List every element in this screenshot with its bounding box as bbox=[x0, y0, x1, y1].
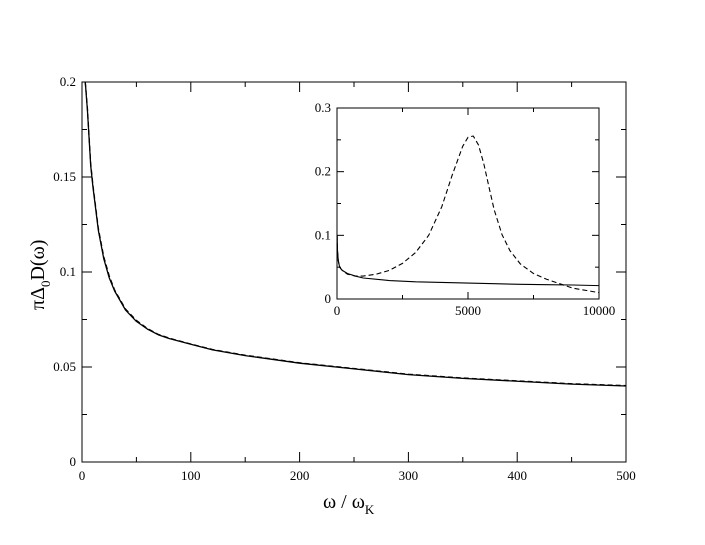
inset-x-tick-label: 0 bbox=[334, 303, 341, 318]
inset-series-solid-line bbox=[337, 235, 599, 287]
main-x-axis-title-sub: K bbox=[365, 502, 375, 517]
main-y-axis-title: πΔ0D(ω) bbox=[27, 240, 53, 310]
inset-y-tick-label: 0.3 bbox=[315, 100, 331, 115]
inset-y-tick-label: 0.2 bbox=[315, 164, 331, 179]
main-x-axis-title: ω / ωK bbox=[323, 491, 375, 517]
inset-series-group bbox=[337, 135, 599, 294]
main-y-tick-label: 0.15 bbox=[53, 169, 76, 184]
main-x-tick-label: 100 bbox=[181, 468, 201, 483]
main-x-tick-label: 300 bbox=[399, 468, 419, 483]
main-y-tick-label: 0.05 bbox=[53, 359, 76, 374]
main-x-tick-label: 500 bbox=[616, 468, 636, 483]
main-y-axis-title-pre: πΔ bbox=[27, 287, 49, 310]
main-x-axis-title-main: ω / ω bbox=[323, 491, 365, 513]
main-y-tick-label: 0.2 bbox=[60, 74, 76, 89]
inset-series-dashed-line bbox=[337, 135, 599, 294]
inset-x-tick-label: 5000 bbox=[455, 303, 481, 318]
main-series-group bbox=[84, 82, 626, 387]
main-x-tick-label: 0 bbox=[79, 468, 86, 483]
main-y-tick-label: 0 bbox=[70, 454, 77, 469]
inset-plot-background bbox=[337, 108, 599, 299]
inset-x-tick-label: 10000 bbox=[583, 303, 616, 318]
main-x-tick-label: 200 bbox=[290, 468, 310, 483]
main-y-axis-title-post: D(ω) bbox=[27, 240, 49, 281]
main-x-tick-label: 400 bbox=[507, 468, 527, 483]
main-y-axis-title-sub: 0 bbox=[38, 281, 53, 288]
main-series-dashed-line bbox=[84, 82, 626, 387]
inset-axis-ticks: 0 5000 10000 0 0.1 0.2 0.3 bbox=[315, 100, 616, 318]
inset-y-tick-label: 0 bbox=[325, 291, 332, 306]
inset-y-tick-label: 0.1 bbox=[315, 227, 331, 242]
main-y-tick-label: 0.1 bbox=[60, 264, 76, 279]
